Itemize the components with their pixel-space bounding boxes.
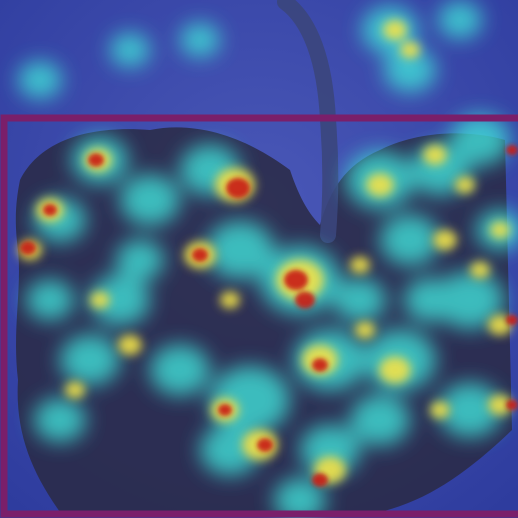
- heat-spot-cyan: [60, 334, 120, 386]
- heat-spot-yellow: [366, 173, 394, 197]
- heat-spot-yellow: [433, 229, 457, 251]
- heat-spot-cyan: [274, 477, 326, 518]
- heat-spot-red: [506, 144, 518, 156]
- heat-spot-yellow: [383, 19, 407, 41]
- heat-spot-cyan: [116, 239, 164, 281]
- heat-spot-red: [20, 241, 36, 255]
- heat-spot-cyan: [380, 214, 440, 266]
- heat-spot-red: [506, 399, 518, 411]
- heat-spot-yellow: [355, 321, 375, 339]
- heat-spot-red: [192, 248, 208, 262]
- heat-spot-yellow: [90, 291, 110, 309]
- heat-spot-red: [226, 177, 250, 199]
- heat-spot-cyan: [350, 394, 410, 446]
- heat-spot-yellow: [118, 334, 142, 356]
- heat-spot-yellow: [490, 221, 510, 239]
- heat-spot-red: [43, 204, 57, 216]
- heat-spot-cyan: [120, 174, 180, 226]
- heat-spot-cyan: [34, 397, 86, 443]
- heat-spot-red: [295, 291, 315, 309]
- heat-spot-cyan: [450, 114, 510, 166]
- heat-spot-cyan: [110, 33, 150, 67]
- heat-spot-cyan: [384, 47, 436, 93]
- heat-spot-red: [284, 269, 308, 291]
- heat-spot-cyan: [26, 279, 74, 321]
- heat-spot-yellow: [488, 394, 512, 416]
- heat-spot-yellow: [65, 381, 85, 399]
- heat-spot-yellow: [379, 356, 411, 384]
- heat-spot-cyan: [438, 382, 502, 438]
- heat-spot-cyan: [438, 1, 482, 39]
- heat-spot-red: [218, 404, 232, 416]
- heat-spot-cyan: [436, 271, 504, 329]
- heat-layer-red: [20, 144, 518, 487]
- heat-spot-cyan: [150, 344, 210, 396]
- heat-spot-cyan: [90, 274, 150, 326]
- heat-layer-cyan: [18, 1, 518, 518]
- heat-spot-red: [506, 314, 518, 326]
- heat-spot-yellow: [470, 261, 490, 279]
- heat-spot-cyan: [206, 221, 274, 279]
- bounding-box: [0, 114, 518, 518]
- heat-spot-yellow: [423, 144, 447, 166]
- heat-spot-red: [312, 473, 328, 487]
- heat-spot-yellow: [488, 314, 512, 336]
- heat-spot-cyan: [300, 424, 360, 476]
- heat-spot-cyan: [18, 61, 62, 99]
- heat-spot-yellow: [400, 41, 420, 59]
- heat-spot-yellow: [350, 256, 370, 274]
- heat-spot-red: [88, 153, 104, 167]
- heat-spot-cyan: [334, 277, 386, 323]
- heat-spot-red: [257, 438, 273, 452]
- heat-spot-yellow: [220, 291, 240, 309]
- heat-spot-cyan: [404, 277, 456, 323]
- heat-spot-yellow: [430, 401, 450, 419]
- heat-spot-yellow: [455, 176, 475, 194]
- heat-spot-red: [312, 358, 328, 372]
- heat-spot-cyan: [180, 23, 220, 57]
